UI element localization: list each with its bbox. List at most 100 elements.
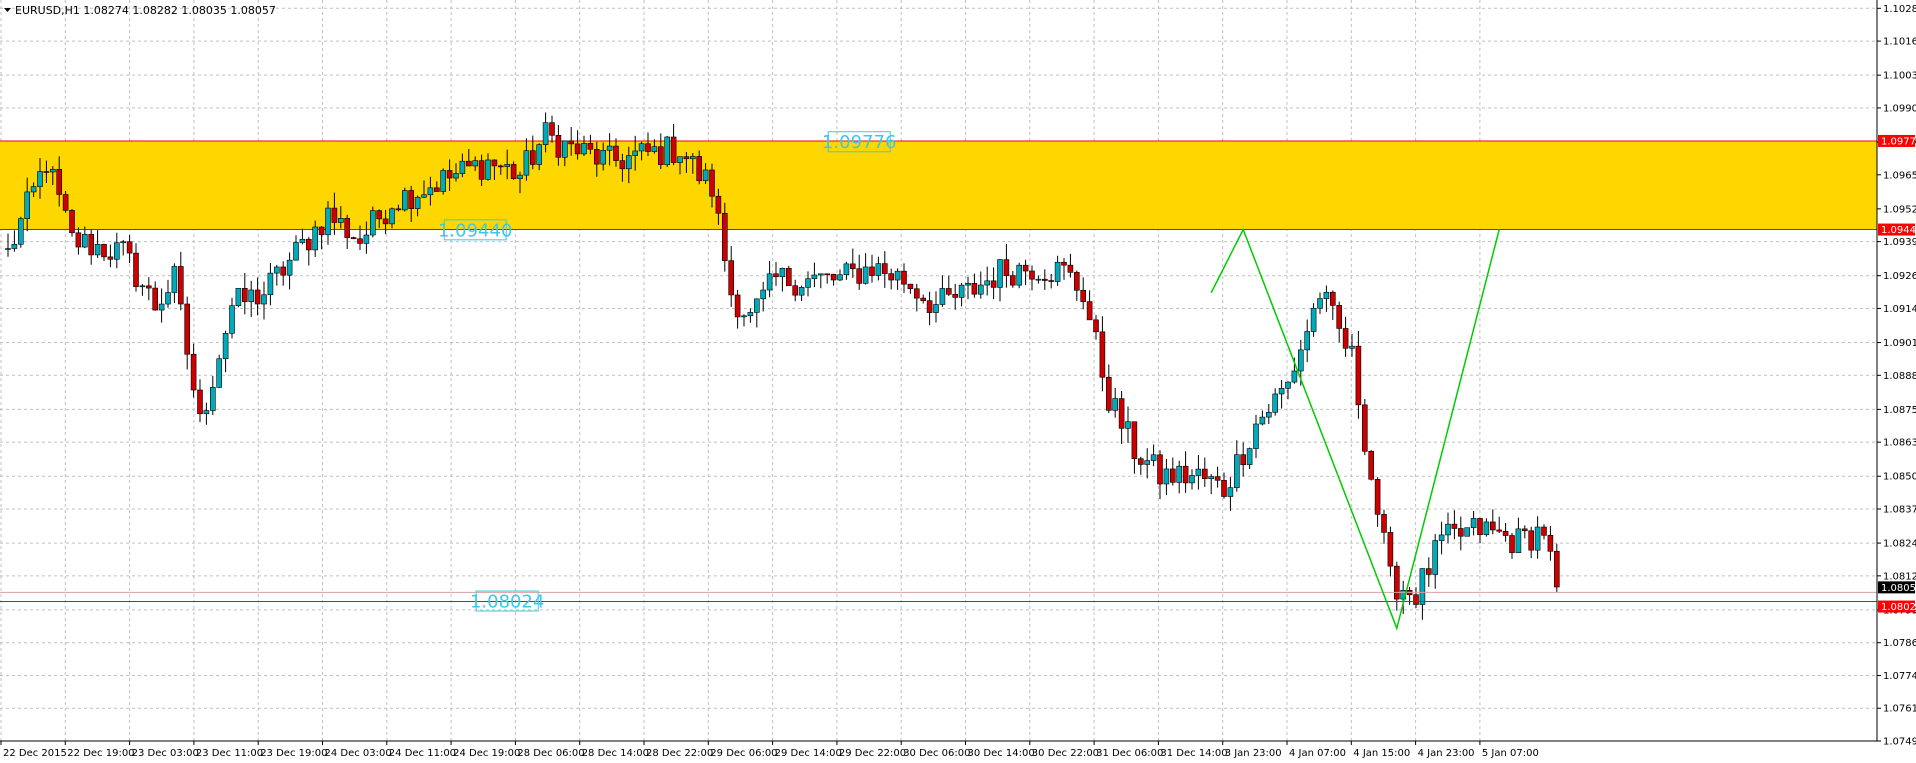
y-tick-label: 1.07865	[1883, 638, 1916, 649]
candle-body	[1509, 535, 1515, 553]
candle-body	[382, 218, 389, 225]
candle-body	[43, 171, 50, 173]
candle-body	[997, 259, 1003, 288]
candle-body	[478, 160, 485, 180]
x-tick-label: 4 Jan 23:00	[1418, 748, 1475, 759]
candle-body	[299, 238, 306, 243]
candle-body	[453, 173, 459, 179]
candle-body	[747, 312, 754, 317]
level-label: 1.09776	[822, 131, 896, 153]
candle-body	[632, 150, 639, 156]
candle-body	[1259, 416, 1266, 425]
candle-body	[894, 270, 901, 281]
candle-body	[1362, 404, 1368, 452]
candle-body	[1003, 259, 1010, 276]
candle-body	[805, 278, 811, 288]
candle-body	[369, 210, 376, 236]
candle-body	[376, 210, 383, 220]
x-tick-label: 30 Dec 06:00	[903, 748, 970, 759]
candle-body	[318, 226, 325, 236]
candle-body	[926, 300, 933, 313]
candle-body	[184, 303, 190, 355]
candle-body	[689, 156, 696, 160]
candle-body	[1029, 270, 1035, 280]
x-tick-label: 23 Dec 11:00	[196, 748, 263, 759]
candle-body	[17, 218, 24, 245]
candle-body	[869, 266, 875, 276]
candle-body	[56, 168, 63, 195]
candle-body	[1022, 264, 1029, 272]
candle-body	[344, 217, 351, 238]
candle-body	[337, 217, 344, 223]
candle-body	[1413, 594, 1419, 605]
candle-body	[798, 287, 805, 296]
candle-body	[817, 273, 824, 276]
x-tick-label: 24 Dec 19:00	[453, 748, 520, 759]
x-tick-label: 22 Dec 19:00	[67, 748, 134, 759]
candle-body	[555, 134, 562, 158]
y-tick-label: 1.09265	[1883, 271, 1916, 282]
pattern-polyline	[1210, 227, 1500, 631]
y-tick-label: 1.10160	[1883, 37, 1916, 48]
candle-body	[350, 237, 357, 240]
triangle-down-icon[interactable]	[4, 8, 11, 12]
candle-body	[715, 195, 722, 214]
candle-body	[203, 410, 210, 415]
candle-body	[1490, 521, 1496, 531]
candle-body	[427, 187, 434, 196]
candle-body	[1515, 528, 1522, 553]
candle-body	[114, 242, 120, 260]
candle-body	[1554, 550, 1560, 588]
candle-body	[1426, 568, 1432, 575]
x-tick-label: 23 Dec 19:00	[260, 748, 327, 759]
candle-body	[837, 274, 843, 281]
pattern-line	[1210, 227, 1500, 631]
candle-body	[408, 190, 415, 209]
candle-body	[88, 234, 94, 256]
x-tick-label: 24 Dec 03:00	[325, 748, 392, 759]
candle-body	[497, 165, 504, 168]
x-tick-label: 22 Dec 2015	[3, 748, 67, 759]
candle-body	[683, 156, 690, 160]
candle-body	[1086, 301, 1093, 321]
candle-body	[696, 156, 703, 182]
candle-body	[30, 186, 37, 193]
candle-body	[120, 241, 126, 244]
y-tick-label: 1.09520	[1883, 204, 1916, 215]
candle-body	[1035, 278, 1042, 281]
y-tick-label: 1.08630	[1883, 438, 1916, 449]
candle-body	[907, 283, 914, 290]
candle-body	[1483, 521, 1490, 536]
candle-body	[222, 333, 229, 360]
y-tick-label: 1.07740	[1883, 671, 1916, 682]
candle-body	[229, 305, 235, 334]
candle-body	[1304, 331, 1310, 351]
x-tick-label: 29 Dec 06:00	[710, 748, 777, 759]
price-tag-box	[1878, 600, 1915, 613]
level-label-box	[475, 590, 539, 612]
candle-body	[741, 315, 747, 318]
candle-body	[421, 194, 427, 198]
candle-body	[472, 160, 479, 167]
candle-body	[766, 273, 773, 291]
candle-body	[216, 358, 222, 388]
price-tag-text: 1.08022	[1881, 602, 1916, 613]
candle-body	[305, 238, 312, 251]
candle-body	[1016, 264, 1023, 286]
candle-body	[581, 143, 587, 155]
candle-body	[242, 288, 248, 302]
candle-body	[709, 169, 715, 197]
candle-body	[210, 387, 216, 411]
y-tick-label: 1.08500	[1883, 472, 1916, 483]
level-label-text: 1.08024	[470, 592, 544, 613]
candle-body	[1438, 534, 1445, 541]
candle-body	[459, 160, 466, 174]
candle-body	[568, 140, 575, 145]
price-tag: 1.09779	[1878, 134, 1916, 147]
candle-body	[1477, 518, 1483, 536]
candle-body	[139, 285, 146, 288]
